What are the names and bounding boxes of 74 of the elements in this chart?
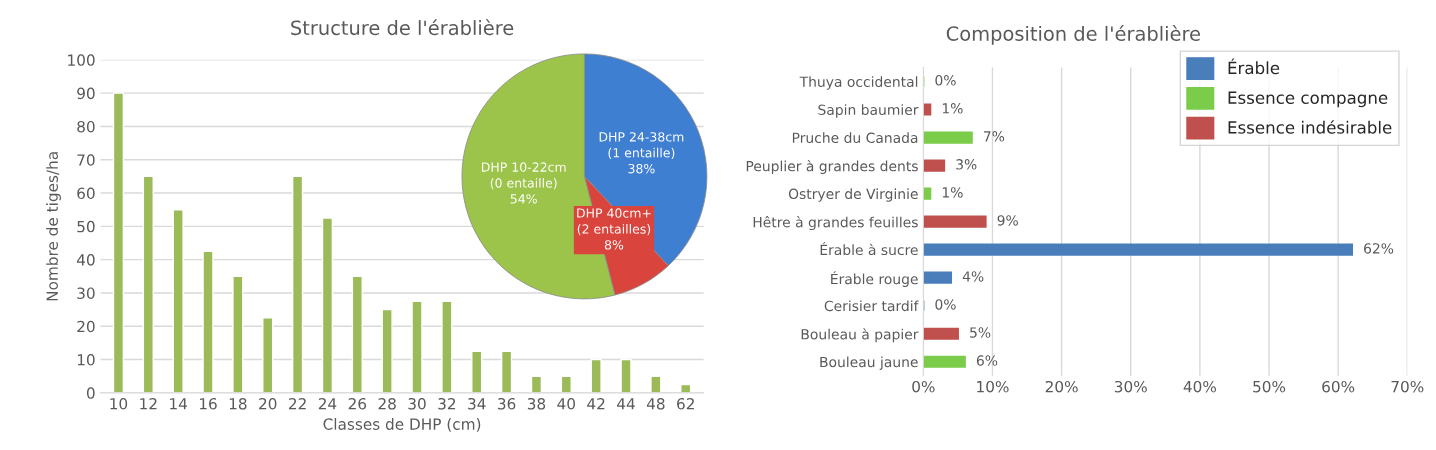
- y-tick-label: Érable à sucre: [820, 242, 918, 256]
- y-tick-label: 30: [77, 287, 95, 299]
- data-label: 62%: [1364, 243, 1394, 254]
- y-axis-title: Nombre de tiges/ha: [46, 152, 61, 301]
- x-tick-label: 16: [199, 397, 217, 410]
- y-tick-label: Hêtre à grandes feuilles: [753, 216, 918, 231]
- data-label: 8%: [604, 240, 624, 250]
- y-tick-label: 60: [77, 187, 95, 200]
- x-tick-label: 14: [170, 398, 188, 410]
- data-label: 1%: [942, 103, 963, 114]
- slice-label: DHP 40cm+ (2 entailles): [577, 208, 651, 236]
- y-tick-label: Thuya occidental: [799, 76, 918, 90]
- data-label: 38%: [628, 163, 655, 174]
- data-label: 5%: [970, 327, 991, 338]
- data-label: 7%: [983, 131, 1005, 142]
- x-tick-label: 50%: [1253, 380, 1286, 393]
- x-tick-label: 10%: [977, 380, 1009, 393]
- y-tick-label: Peuplier à grandes dents: [746, 160, 918, 175]
- x-tick-label: 44: [617, 398, 635, 410]
- data-label: 9%: [997, 215, 1018, 226]
- data-label: 6%: [976, 355, 998, 366]
- x-tick-label: 24: [318, 397, 337, 410]
- x-tick-label: 30%: [1114, 380, 1147, 393]
- y-tick-label: 20: [77, 320, 95, 333]
- x-axis-title: Classes de DHP (cm): [323, 418, 481, 432]
- x-tick-label: 0%: [912, 380, 935, 393]
- y-tick-label: 80: [77, 120, 95, 133]
- y-tick-label: Pruche du Canada: [792, 132, 918, 144]
- y-tick-label: Ostryer de Virginie: [788, 188, 918, 202]
- y-tick-label: Érable rouge: [831, 271, 918, 287]
- y-tick-label: 50: [77, 220, 95, 233]
- y-tick-label: 90: [77, 87, 95, 100]
- y-tick-label: 10: [77, 354, 95, 366]
- slice-label: DHP 10-22cm (0 entaille): [481, 162, 566, 190]
- data-label: 0%: [935, 75, 956, 86]
- x-tick-label: 10: [110, 397, 128, 410]
- y-tick-label: Cerisier tardif: [824, 300, 919, 312]
- legend-label: Essence indésirable: [1228, 120, 1392, 134]
- x-tick-label: 42: [587, 397, 605, 410]
- x-tick-label: 70%: [1391, 380, 1424, 393]
- y-tick-label: 100: [68, 54, 95, 66]
- data-label: 1%: [942, 187, 963, 198]
- x-tick-label: 60%: [1322, 380, 1355, 393]
- chart-title: Composition de l'érablière: [946, 25, 1201, 45]
- x-tick-label: 48: [646, 397, 665, 410]
- x-tick-label: 22: [288, 397, 306, 410]
- y-tick-label: 70: [77, 154, 95, 166]
- y-tick-label: Bouleau à papier: [801, 328, 919, 343]
- y-tick-label: 0: [86, 387, 95, 399]
- slice-label: DHP 24-38cm (1 entaille): [599, 132, 684, 159]
- x-tick-label: 36: [498, 397, 516, 410]
- x-tick-label: 62: [677, 397, 694, 410]
- x-tick-label: 20: [259, 397, 277, 410]
- x-tick-label: 40: [557, 397, 575, 410]
- chart-title: Structure de l'érablière: [291, 19, 514, 36]
- data-label: 3%: [956, 159, 977, 170]
- x-tick-label: 20%: [1045, 380, 1078, 393]
- x-tick-label: 12: [140, 397, 157, 410]
- y-tick-label: Bouleau jaune: [820, 356, 918, 370]
- legend-label: Essence compagne: [1228, 91, 1388, 108]
- x-tick-label: 28: [378, 397, 396, 410]
- data-label: 0%: [935, 299, 956, 310]
- x-tick-label: 40%: [1183, 380, 1217, 393]
- x-tick-label: 38: [527, 397, 546, 410]
- y-tick-label: 40: [76, 254, 95, 266]
- legend-label: Érable: [1228, 58, 1280, 75]
- x-tick-label: 18: [229, 397, 247, 410]
- x-tick-label: 26: [348, 397, 367, 410]
- x-tick-label: 30: [408, 397, 426, 410]
- data-label: 4%: [962, 271, 984, 282]
- x-tick-label: 32: [438, 397, 456, 410]
- y-tick-label: Sapin baumier: [818, 104, 919, 118]
- data-label: 54%: [510, 194, 537, 204]
- x-tick-label: 34: [468, 397, 486, 410]
